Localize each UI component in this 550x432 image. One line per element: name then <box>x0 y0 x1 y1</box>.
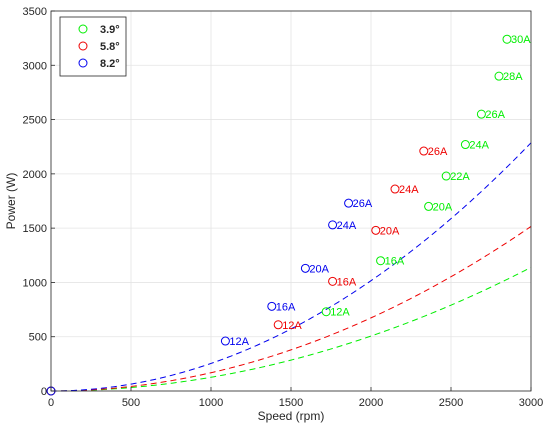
data-labels: 12A 16A 20A 22A 24A 26A 28A 30A 12A 16A 20A 24A 26A 1… <box>229 34 531 348</box>
data-point-marker <box>502 34 512 44</box>
data-point-label: 28A <box>503 71 523 83</box>
legend-marker <box>78 41 88 51</box>
data-point-marker <box>371 225 381 235</box>
data-point-marker <box>390 184 400 194</box>
legend-marker <box>78 24 88 34</box>
data-point-label: 12A <box>229 336 249 348</box>
y-tick-label: 2500 <box>23 115 47 127</box>
data-point-marker <box>460 140 470 150</box>
y-tick-label: 3000 <box>23 60 47 72</box>
y-tick-label: 500 <box>29 332 47 344</box>
legend-label: 3.9° <box>100 24 120 36</box>
data-point-marker <box>344 198 354 208</box>
data-point-label: 30A <box>511 34 531 46</box>
y-tick-label: 0 <box>41 386 47 398</box>
data-point-label: 20A <box>433 201 453 213</box>
x-axis-label: Speed (rpm) <box>258 409 325 423</box>
data-point-label: 20A <box>309 263 329 275</box>
legend-marker <box>78 58 88 68</box>
data-point-marker <box>328 220 338 230</box>
data-markers <box>46 34 512 396</box>
legend-label: 5.8° <box>100 41 120 53</box>
data-point-label: 26A <box>353 198 373 210</box>
data-point-marker <box>220 336 230 346</box>
data-point-marker <box>424 201 434 211</box>
legend: 3.9° 5.8° 8.2° <box>59 16 127 77</box>
data-point-label: 16A <box>385 256 405 268</box>
x-tick-label: 1000 <box>199 397 223 409</box>
x-tick-label: 0 <box>48 397 54 409</box>
x-tick-label: 500 <box>122 397 140 409</box>
data-point-label: 24A <box>469 140 489 152</box>
y-axis-label: Power (W) <box>4 173 18 230</box>
data-point-label: 26A <box>428 146 448 158</box>
y-tick-label: 1500 <box>23 223 47 235</box>
x-tick-label: 2500 <box>439 397 463 409</box>
fit-curve <box>51 226 532 392</box>
data-point-label: 26A <box>485 109 505 121</box>
data-point-marker <box>419 146 429 156</box>
data-point-marker <box>300 263 310 273</box>
y-tick-label: 3500 <box>23 6 47 18</box>
data-point-marker <box>494 71 504 81</box>
data-point-label: 20A <box>380 225 400 237</box>
data-point-label: 24A <box>337 220 357 232</box>
legend-box <box>59 16 127 77</box>
data-point-marker <box>376 256 386 266</box>
data-point-marker <box>328 276 338 286</box>
data-point-label: 16A <box>337 276 357 288</box>
y-tick-label: 2000 <box>23 169 47 181</box>
data-point-label: 24A <box>399 184 419 196</box>
data-point-label: 16A <box>276 301 296 313</box>
y-tick-label: 1000 <box>23 277 47 289</box>
data-point-label: 12A <box>282 320 302 332</box>
data-point-label: 22A <box>450 171 470 183</box>
x-tick-label: 1500 <box>279 397 303 409</box>
x-tick-label: 2000 <box>359 397 383 409</box>
fit-curve <box>51 142 532 392</box>
data-point-marker <box>273 320 283 330</box>
data-point-marker <box>441 171 451 181</box>
data-point-marker <box>476 109 486 119</box>
data-point-marker <box>321 307 331 317</box>
data-point-label: 12A <box>330 307 350 319</box>
data-point-marker <box>267 301 277 311</box>
x-tick-label: 3000 <box>519 397 543 409</box>
legend-label: 8.2° <box>100 58 120 70</box>
axis-ticks: 0 500 1000 1500 2000 2500 3000 0 500 1000 1500 2000… <box>23 6 544 409</box>
